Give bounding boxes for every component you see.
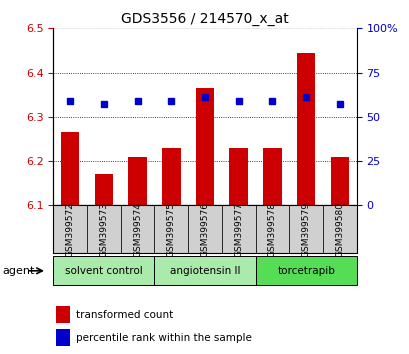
- Bar: [56, 306, 70, 323]
- Text: percentile rank within the sample: percentile rank within the sample: [76, 333, 251, 343]
- Text: GSM399576: GSM399576: [200, 202, 209, 257]
- Text: GSM399577: GSM399577: [234, 202, 243, 257]
- Bar: [53, 205, 87, 253]
- Bar: [289, 205, 322, 253]
- Bar: [94, 175, 113, 205]
- Text: transformed count: transformed count: [76, 310, 173, 320]
- Bar: [263, 148, 281, 205]
- Bar: [255, 256, 356, 285]
- Bar: [162, 148, 180, 205]
- Bar: [128, 157, 146, 205]
- Text: agent: agent: [2, 266, 34, 276]
- Bar: [296, 53, 315, 205]
- Bar: [330, 157, 348, 205]
- Bar: [229, 148, 247, 205]
- Bar: [61, 132, 79, 205]
- Bar: [120, 205, 154, 253]
- Text: GSM399579: GSM399579: [301, 202, 310, 257]
- Text: GSM399573: GSM399573: [99, 202, 108, 257]
- Text: solvent control: solvent control: [65, 266, 142, 276]
- Bar: [53, 256, 154, 285]
- Bar: [195, 88, 214, 205]
- Bar: [255, 205, 289, 253]
- Text: GSM399574: GSM399574: [133, 202, 142, 257]
- Bar: [322, 205, 356, 253]
- Bar: [154, 256, 255, 285]
- Text: GSM399575: GSM399575: [166, 202, 175, 257]
- Bar: [87, 205, 120, 253]
- Bar: [154, 205, 188, 253]
- Text: GSM399578: GSM399578: [267, 202, 276, 257]
- Bar: [56, 329, 70, 347]
- Bar: [188, 205, 221, 253]
- Text: GSM399572: GSM399572: [65, 202, 74, 257]
- Bar: [221, 205, 255, 253]
- Title: GDS3556 / 214570_x_at: GDS3556 / 214570_x_at: [121, 12, 288, 26]
- Text: torcetrapib: torcetrapib: [276, 266, 334, 276]
- Text: angiotensin II: angiotensin II: [169, 266, 240, 276]
- Text: GSM399580: GSM399580: [335, 202, 344, 257]
